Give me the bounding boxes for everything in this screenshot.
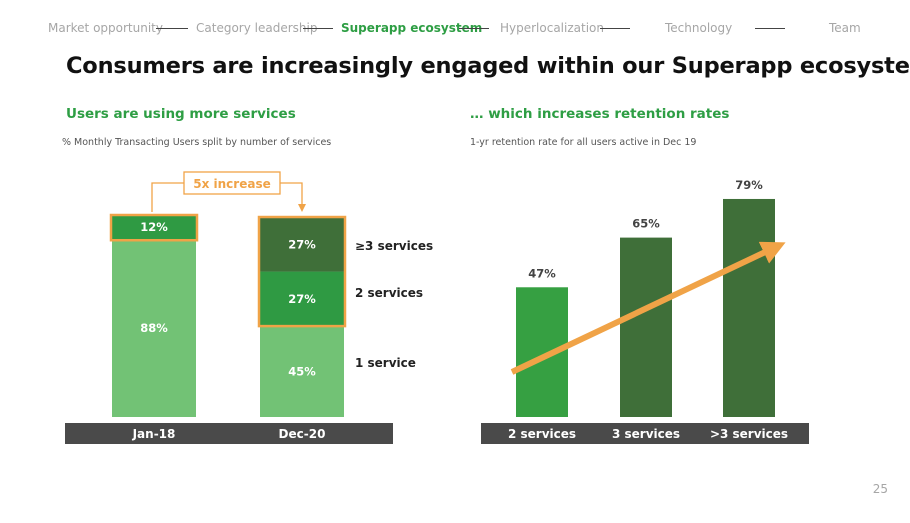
nav-item-market-opportunity[interactable]: Market opportunity	[48, 21, 163, 35]
bar-data-label: 79%	[735, 178, 763, 192]
bar-segment	[260, 271, 344, 327]
callout-box	[183, 171, 281, 195]
legend-label: 1 service	[355, 356, 416, 370]
bar-data-label: 88%	[140, 321, 168, 335]
nav-item-superapp-ecosystem[interactable]: Superapp ecosystem	[341, 21, 483, 35]
bar-data-label: 47%	[528, 266, 556, 280]
bar-segment	[260, 217, 344, 272]
nav-separator-line	[600, 28, 630, 29]
nav-item-team[interactable]: Team	[829, 21, 861, 35]
bar-data-label: 27%	[288, 292, 316, 306]
legend-label: ≥3 services	[355, 239, 433, 253]
highlight-box-jan18	[109, 213, 199, 242]
nav-separator-line	[755, 28, 785, 29]
retention-bar	[723, 198, 775, 417]
left-panel-heading: Users are using more services	[66, 106, 296, 122]
retention-bar	[620, 237, 672, 417]
nav-separator-line	[156, 28, 188, 29]
nav-item-technology[interactable]: Technology	[665, 21, 733, 35]
trend-arrow	[510, 241, 786, 375]
left-axis-band	[65, 423, 393, 444]
bar-data-label: 12%	[140, 220, 168, 234]
highlight-box-dec20	[257, 215, 347, 328]
bar-data-label: 27%	[288, 237, 316, 251]
x-tick-label: 3 services	[612, 427, 680, 441]
left-panel-note: % Monthly Transacting Users split by num…	[62, 137, 332, 148]
x-tick-label: >3 services	[710, 427, 788, 441]
nav-item-hyperlocalization[interactable]: Hyperlocalization	[500, 21, 604, 35]
right-panel-heading: … which increases retention rates	[470, 106, 730, 122]
section-navigation: Market opportunity Category leadership Sup…	[0, 21, 910, 37]
nav-separator-line	[459, 28, 489, 29]
bar-data-label: 45%	[288, 365, 316, 379]
right-panel-note: 1-yr retention rate for all users active…	[470, 137, 697, 148]
page-number: 25	[872, 482, 888, 496]
nav-separator-line	[303, 28, 333, 29]
bar-segment	[112, 239, 196, 417]
callout-label: 5x increase	[193, 177, 270, 191]
bar-data-label: 65%	[632, 217, 660, 231]
x-tick-label: 2 services	[508, 427, 576, 441]
x-tick-label: Jan-18	[132, 427, 176, 441]
slide-title: Consumers are increasingly engaged withi…	[66, 53, 910, 79]
legend-label: 2 services	[355, 286, 423, 300]
nav-item-category-leadership[interactable]: Category leadership	[196, 21, 318, 35]
x-tick-label: Dec-20	[279, 427, 326, 441]
right-axis-band	[481, 423, 809, 444]
bar-segment	[112, 215, 196, 240]
bar-segment	[260, 326, 344, 417]
